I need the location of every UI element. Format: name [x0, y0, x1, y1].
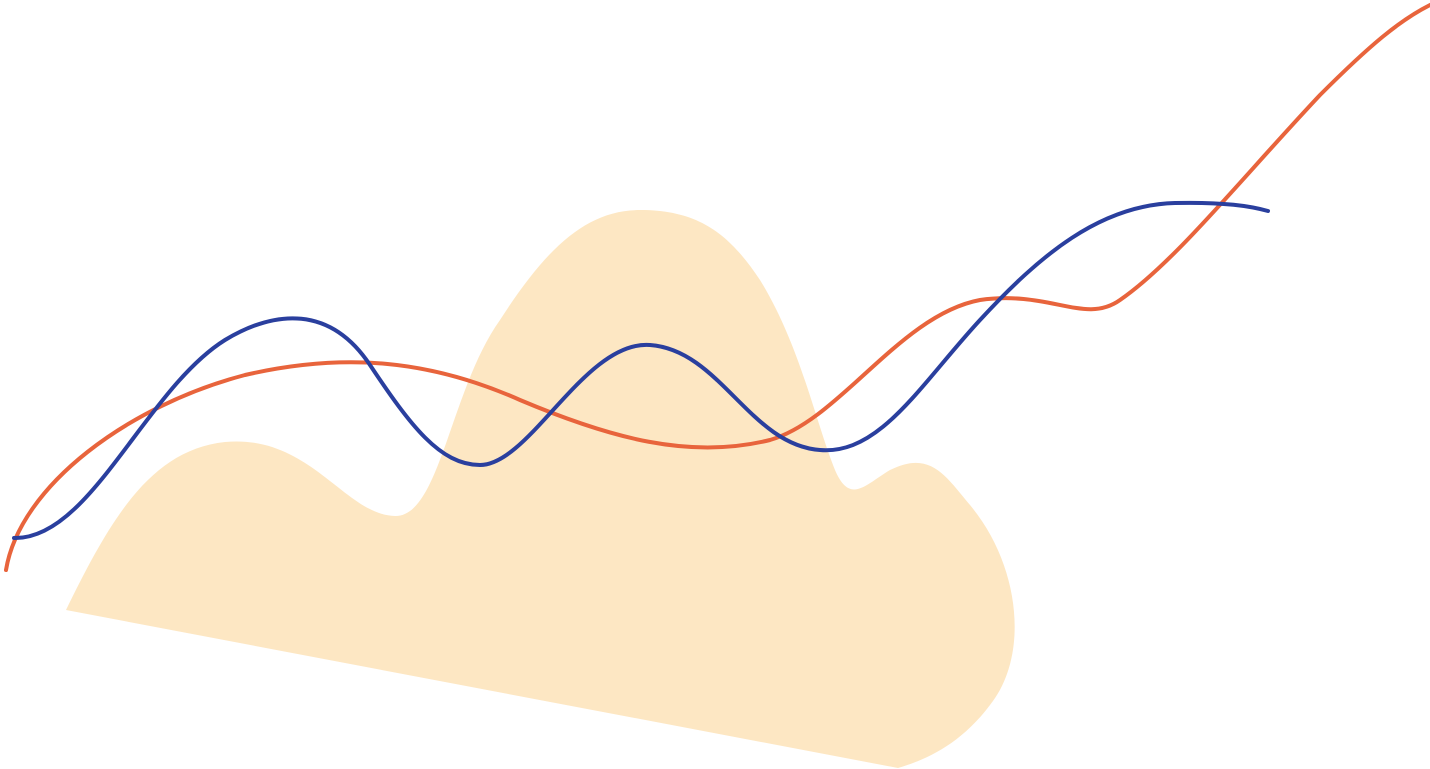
blue-wave-line [12, 200, 1270, 541]
peach-blob [66, 210, 1015, 768]
orange-wave-line [4, 3, 1430, 572]
